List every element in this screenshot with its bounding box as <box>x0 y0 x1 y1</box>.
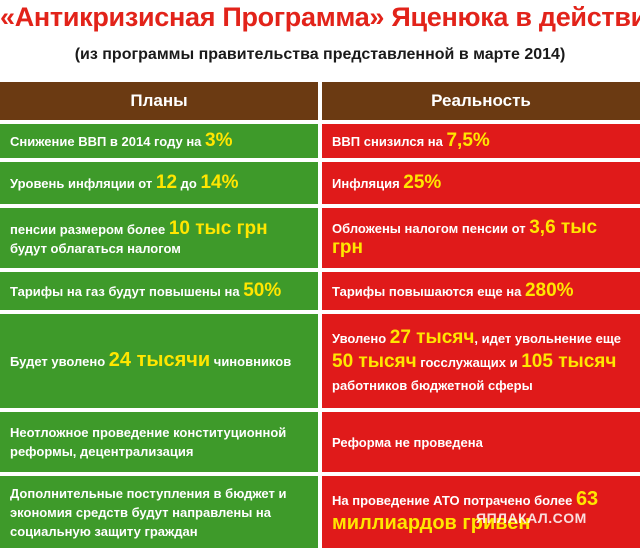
header-reality: Реальность <box>322 82 640 120</box>
reality-cell-pensions: Обложены налогом пенсии от 3,6 тыс грн <box>322 208 640 268</box>
plan-highlight: 10 тыс грн <box>168 217 268 239</box>
reality-cell-ato: На проведение АТО потрачено более 63 мил… <box>322 476 640 548</box>
reality-highlight: 25% <box>403 172 442 193</box>
reality-highlight: 7,5% <box>446 130 490 151</box>
plan-text: Снижение ВВП в 2014 году на <box>10 134 206 149</box>
reality-cell-reform: Реформа не проведена <box>322 412 640 472</box>
reality-text: госслужащих и <box>416 354 522 370</box>
reality-cell-gdp: ВВП снизился на 7,5% <box>322 124 640 158</box>
plan-text: Тарифы на газ будут повышены на <box>10 284 244 299</box>
reality-text: Уволено <box>332 330 390 346</box>
reality-text: Реформа не проведена <box>332 434 483 450</box>
plan-highlight: 50% <box>243 280 282 301</box>
plan-text: Уровень инфляции от <box>10 176 156 191</box>
plan-text: пенсии размером более <box>10 221 169 237</box>
plan-text: будут облагаться налогом <box>10 240 181 256</box>
reality-highlight: 280% <box>524 280 574 301</box>
page-subtitle: (из программы правительства представленн… <box>74 46 566 63</box>
watermark-logo: ЯПЛАКАЛ.COM <box>476 510 587 526</box>
plan-cell-inflation: Уровень инфляции от 12 до 14% <box>0 162 318 204</box>
plan-highlight: 3% <box>205 130 233 151</box>
reality-text: Инфляция <box>332 176 404 191</box>
plan-highlight: 14% <box>200 172 239 193</box>
plan-cell-gas-tariffs: Тарифы на газ будут повышены на 50% <box>0 272 318 310</box>
plan-cell-gdp: Снижение ВВП в 2014 году на 3% <box>0 124 318 158</box>
plan-text: до <box>177 176 201 191</box>
page-title: «Антикризисная Программа» Яценюка в дейс… <box>0 2 640 32</box>
reality-highlight: 50 тысяч <box>332 350 417 372</box>
reality-text: На проведение АТО потрачено более <box>332 493 576 508</box>
plan-text: Неотложное проведение конституционной ре… <box>10 425 287 459</box>
header-plans: Планы <box>0 82 318 120</box>
reality-cell-inflation: Инфляция 25% <box>322 162 640 204</box>
reality-highlight: 63 миллиардов гривен <box>332 488 599 534</box>
reality-text: Обложены налогом пенсии от <box>332 221 530 236</box>
reality-text: работников бюджетной сферы <box>332 377 533 393</box>
reality-highlight: 27 тысяч <box>389 326 475 348</box>
plan-cell-social: Дополнительные поступления в бюджет и эк… <box>0 476 318 548</box>
reality-text: ВВП снизился на <box>332 134 447 149</box>
plan-highlight: 12 <box>155 172 178 193</box>
reality-highlight: 3,6 тыс грн <box>332 217 598 258</box>
reality-highlight: 105 тысяч <box>521 350 617 372</box>
plan-text: чиновников <box>210 354 292 369</box>
reality-text: , идет увольнение еще <box>474 330 622 346</box>
plan-highlight: 24 тысячи <box>108 349 211 371</box>
reality-text: Тарифы повышаются еще на <box>332 284 525 299</box>
plan-text: Будет уволено <box>10 354 109 369</box>
reality-cell-gas-tariffs: Тарифы повышаются еще на 280% <box>322 272 640 310</box>
reality-cell-layoffs: Уволено 27 тысяч, идет увольнение еще 50… <box>322 314 640 408</box>
plan-cell-pensions: пенсии размером более 10 тыс грн будут о… <box>0 208 318 268</box>
plan-cell-reform: Неотложное проведение конституционной ре… <box>0 412 318 472</box>
plan-text: Дополнительные поступления в бюджет и эк… <box>10 485 287 539</box>
plan-cell-layoffs: Будет уволено 24 тысячи чиновников <box>0 314 318 408</box>
